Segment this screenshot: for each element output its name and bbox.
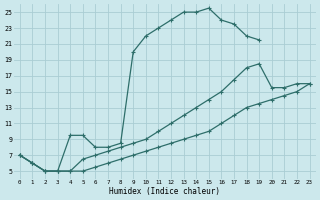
X-axis label: Humidex (Indice chaleur): Humidex (Indice chaleur) [109, 187, 220, 196]
